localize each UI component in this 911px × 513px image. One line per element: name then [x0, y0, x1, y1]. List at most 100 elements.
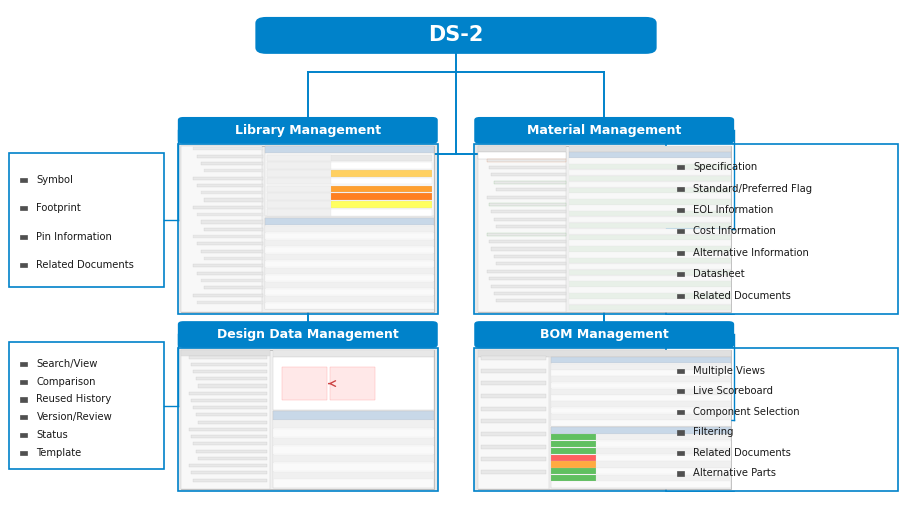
Bar: [272, 421, 434, 428]
Bar: [477, 146, 566, 312]
Text: Datasheet: Datasheet: [692, 269, 744, 279]
Bar: [551, 441, 596, 447]
Bar: [265, 275, 434, 281]
Bar: [20, 398, 27, 402]
Bar: [196, 449, 267, 452]
Bar: [267, 178, 331, 185]
Bar: [551, 427, 730, 433]
Text: Cost Information: Cost Information: [692, 226, 775, 236]
Bar: [204, 286, 263, 289]
Bar: [197, 272, 263, 275]
Bar: [568, 282, 730, 287]
Bar: [551, 377, 730, 382]
Text: Version/Review: Version/Review: [36, 412, 112, 422]
Bar: [568, 193, 730, 199]
Bar: [676, 369, 683, 373]
Bar: [181, 350, 270, 489]
Bar: [568, 176, 730, 181]
Bar: [265, 146, 434, 215]
Bar: [496, 225, 566, 228]
Text: Related Documents: Related Documents: [36, 261, 134, 270]
Bar: [568, 293, 730, 299]
Bar: [676, 451, 683, 455]
Bar: [491, 210, 566, 213]
Bar: [265, 254, 434, 260]
Text: Footprint: Footprint: [36, 204, 81, 213]
Bar: [265, 282, 434, 288]
Bar: [480, 458, 546, 462]
Bar: [272, 471, 434, 479]
Bar: [193, 442, 267, 445]
Bar: [265, 240, 434, 246]
Bar: [477, 350, 730, 489]
Bar: [196, 377, 267, 380]
Bar: [265, 289, 434, 295]
Bar: [193, 370, 267, 373]
Bar: [568, 270, 730, 275]
Bar: [189, 428, 267, 431]
Bar: [551, 364, 730, 369]
Text: Component Selection: Component Selection: [692, 407, 799, 417]
Bar: [568, 258, 730, 263]
Bar: [596, 441, 730, 447]
Bar: [568, 211, 730, 216]
Bar: [178, 144, 437, 314]
Bar: [200, 162, 263, 165]
Bar: [267, 163, 331, 169]
Text: Live Scoreboard: Live Scoreboard: [692, 386, 773, 397]
Bar: [9, 153, 164, 287]
Bar: [676, 229, 683, 233]
Bar: [551, 389, 730, 394]
Bar: [20, 433, 27, 437]
Bar: [272, 350, 434, 357]
Bar: [189, 464, 267, 467]
Bar: [665, 348, 897, 491]
Bar: [9, 342, 164, 469]
Bar: [267, 193, 432, 200]
Bar: [189, 392, 267, 395]
Bar: [267, 201, 331, 208]
Bar: [197, 184, 263, 187]
Bar: [676, 208, 683, 212]
Bar: [477, 146, 566, 152]
Bar: [568, 252, 730, 258]
Bar: [488, 203, 566, 206]
Bar: [480, 445, 546, 449]
Bar: [474, 144, 733, 314]
Bar: [596, 468, 730, 475]
Bar: [265, 261, 434, 267]
Bar: [480, 356, 546, 360]
Bar: [676, 471, 683, 476]
Bar: [197, 243, 263, 246]
Bar: [568, 264, 730, 269]
Text: EOL Information: EOL Information: [692, 205, 773, 215]
Text: Filtering: Filtering: [692, 427, 732, 438]
FancyBboxPatch shape: [178, 321, 437, 348]
Bar: [20, 206, 27, 210]
Text: Symbol: Symbol: [36, 175, 73, 185]
Bar: [178, 348, 437, 491]
Bar: [204, 228, 263, 231]
Bar: [193, 479, 267, 482]
FancyBboxPatch shape: [178, 117, 437, 144]
Bar: [568, 188, 730, 193]
Bar: [281, 367, 327, 400]
Bar: [198, 421, 267, 424]
Bar: [200, 279, 263, 282]
Bar: [20, 178, 27, 182]
Bar: [267, 178, 432, 185]
Bar: [193, 406, 267, 409]
Bar: [676, 410, 683, 414]
Text: Related Documents: Related Documents: [692, 448, 790, 458]
Bar: [551, 427, 730, 488]
Text: Multiple Views: Multiple Views: [692, 366, 764, 376]
Bar: [267, 209, 432, 215]
Bar: [265, 218, 434, 309]
Bar: [491, 247, 566, 250]
Bar: [568, 246, 730, 252]
Bar: [197, 213, 263, 216]
Bar: [330, 367, 375, 400]
Bar: [265, 226, 434, 232]
Text: Reused History: Reused History: [36, 394, 112, 404]
Text: Library Management: Library Management: [234, 124, 381, 137]
